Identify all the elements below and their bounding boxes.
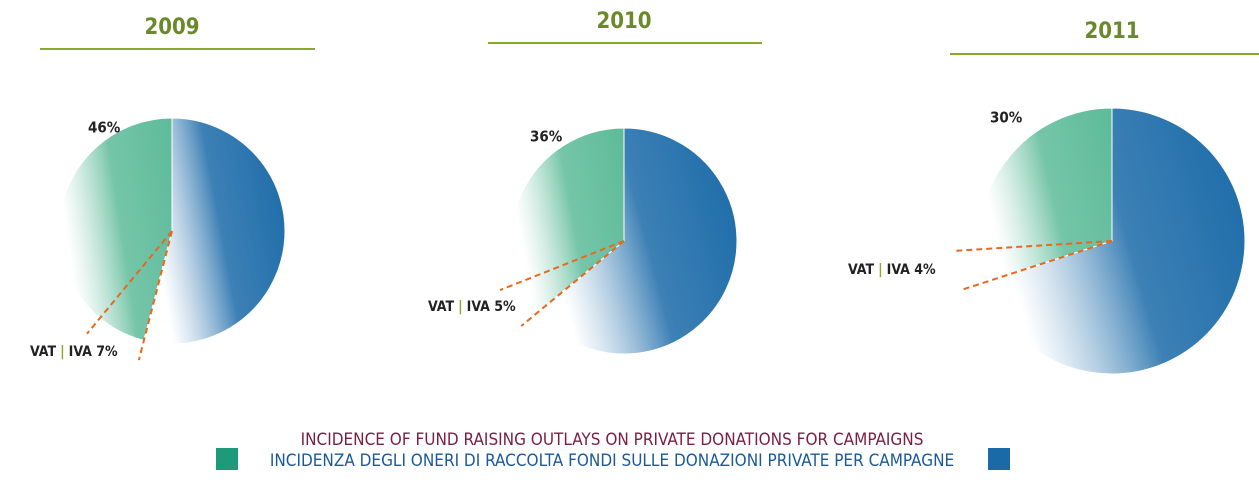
pie-slice: [58, 117, 173, 342]
pie-slice: [536, 127, 738, 355]
chart-title: 2011: [1084, 19, 1139, 44]
vat-separator: |: [60, 344, 65, 360]
vat-text: VAT: [848, 262, 874, 278]
legend-swatch: [216, 448, 238, 470]
value-label: 30%: [990, 109, 1023, 127]
vat-value: IVA 7%: [69, 344, 118, 360]
chart-title: 2009: [144, 15, 199, 40]
title-underline: [40, 48, 315, 50]
pie-slice: [984, 107, 1246, 375]
vat-line: [137, 230, 173, 361]
pie-slice: [510, 127, 625, 314]
pie-slice: [143, 117, 286, 345]
title-underline: [950, 53, 1259, 55]
vat-text: VAT: [428, 299, 454, 315]
vat-separator: |: [458, 299, 463, 315]
vat-value: IVA 5%: [467, 299, 516, 315]
chart-title: 2010: [596, 9, 651, 34]
vat-line: [86, 230, 173, 335]
vat-label: VAT | IVA 4%: [848, 262, 936, 278]
vat-text: VAT: [30, 344, 56, 360]
legend-line: INCIDENZA DEGLI ONERI DI RACCOLTA FONDI …: [270, 451, 954, 471]
vat-line: [955, 240, 1113, 252]
vat-line: [962, 240, 1113, 291]
title-underline: [488, 42, 762, 44]
value-label: 36%: [530, 128, 563, 146]
value-label: 46%: [88, 119, 121, 137]
vat-line: [520, 240, 625, 327]
vat-line: [499, 240, 625, 292]
vat-label: VAT | IVA 7%: [30, 344, 118, 360]
pie-slice: [978, 107, 1113, 283]
legend-line: INCIDENCE OF FUND RAISING OUTLAYS ON PRI…: [301, 430, 924, 450]
vat-separator: |: [878, 262, 883, 278]
vat-value: IVA 4%: [887, 262, 936, 278]
legend-swatch: [988, 448, 1010, 470]
vat-label: VAT | IVA 5%: [428, 299, 516, 315]
